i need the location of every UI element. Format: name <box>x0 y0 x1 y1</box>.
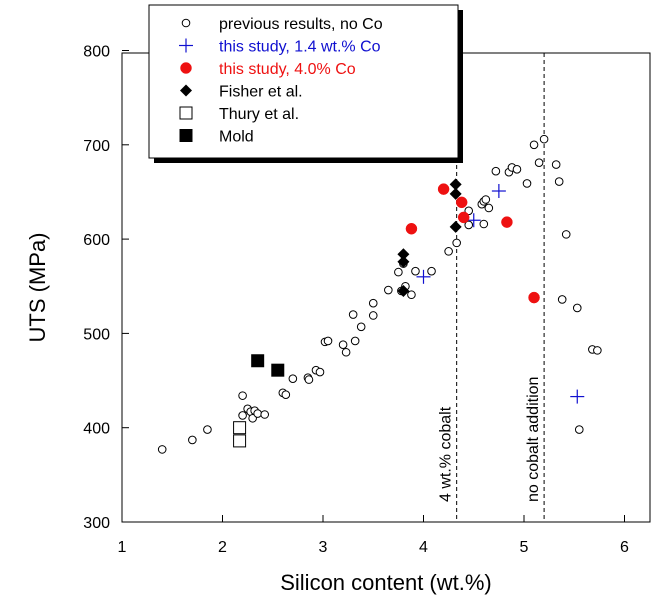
previous-result-point <box>368 298 378 308</box>
previous-result-point <box>323 336 333 346</box>
y-tick-label: 400 <box>83 421 110 438</box>
legend-marker <box>179 106 193 120</box>
previous-result-point <box>444 247 453 256</box>
previous-result-point <box>593 346 602 355</box>
cobalt-4-0-point <box>405 222 418 235</box>
legend-label: this study, 1.4 wt.% Co <box>219 39 381 56</box>
legend-label: Fisher et al. <box>219 84 303 101</box>
legend-label: previous results, no Co <box>219 16 383 33</box>
y-tick-label: 500 <box>83 326 110 343</box>
legend-marker <box>180 62 192 74</box>
y-tick-label: 600 <box>83 232 110 249</box>
fisher-point <box>397 255 410 268</box>
mold-point <box>251 354 265 368</box>
x-tick-label: 5 <box>520 539 529 556</box>
cobalt-1-4-point <box>466 213 481 228</box>
previous-result-point <box>411 266 420 276</box>
previous-result-point <box>464 220 474 230</box>
previous-result-point <box>481 195 491 204</box>
thury-point <box>233 434 247 448</box>
previous-result-point <box>554 177 564 186</box>
x-tick-label: 2 <box>218 539 227 556</box>
reference-line-label: no cobalt addition <box>525 377 542 502</box>
previous-result-point <box>157 445 167 454</box>
previous-result-point <box>394 267 403 277</box>
previous-result-point <box>368 311 378 320</box>
legend-label: Thury et al. <box>219 106 299 123</box>
previous-result-point <box>203 425 212 434</box>
fisher-point <box>397 284 410 297</box>
previous-result-point <box>539 134 549 144</box>
previous-result-point <box>188 435 197 445</box>
fisher-point <box>449 187 462 200</box>
previous-result-point <box>557 295 567 304</box>
previous-result-point <box>253 409 262 418</box>
data-points <box>157 134 602 454</box>
previous-result-point <box>522 179 532 188</box>
previous-result-point <box>304 375 314 384</box>
previous-result-point <box>356 322 366 332</box>
previous-result-point <box>574 425 584 434</box>
y-axis-title: UTS (MPa) <box>25 233 50 343</box>
cobalt-4-0-point <box>437 183 450 195</box>
previous-result-point <box>288 374 298 383</box>
previous-result-point <box>534 158 544 168</box>
legend: previous results, no Co this study, 1.4 w… <box>148 4 463 163</box>
y-tick-label: 700 <box>83 138 110 155</box>
x-tick-label: 1 <box>118 539 127 556</box>
previous-result-point <box>341 347 351 357</box>
reference-lines: 4 wt.% cobalt no cobalt addition <box>438 53 545 522</box>
cobalt-1-4-point <box>416 269 431 284</box>
x-tick-label: 4 <box>419 539 428 556</box>
legend-label: this study, 4.0% Co <box>219 61 356 78</box>
fisher-point <box>449 220 462 233</box>
previous-result-point <box>529 140 539 150</box>
previous-result-point <box>512 165 522 174</box>
cobalt-1-4-point <box>570 389 585 404</box>
cobalt-1-4-point <box>491 184 506 199</box>
previous-result-point <box>572 303 582 313</box>
legend-marker <box>181 18 191 28</box>
previous-result-point <box>561 230 571 239</box>
previous-result-point <box>479 219 489 229</box>
y-tick-label: 300 <box>83 515 110 532</box>
cobalt-4-0-point <box>501 216 513 228</box>
reference-line-label: 4 wt.% cobalt <box>438 406 455 502</box>
thury-point <box>233 421 247 435</box>
previous-result-point <box>315 367 325 377</box>
x-tick-label: 3 <box>319 539 328 556</box>
legend-marker <box>179 129 193 142</box>
x-axis-title: Silicon content (wt.%) <box>280 570 492 595</box>
previous-result-point <box>348 310 358 319</box>
previous-result-point <box>238 391 247 400</box>
fisher-point <box>397 248 410 261</box>
legend-marker <box>180 84 192 97</box>
previous-result-point <box>338 340 348 350</box>
fisher-point <box>449 178 462 191</box>
legend-marker <box>179 38 193 53</box>
previous-result-point <box>350 336 360 346</box>
previous-result-point <box>238 411 247 420</box>
previous-result-point <box>452 238 461 248</box>
previous-result-point <box>491 166 501 176</box>
legend-label: Mold <box>219 129 254 146</box>
previous-result-point <box>407 290 416 300</box>
cobalt-4-0-point <box>528 291 540 304</box>
previous-result-point <box>384 285 393 295</box>
cobalt-4-0-point <box>457 211 470 224</box>
cobalt-4-0-point <box>455 196 468 209</box>
x-tick-label: 6 <box>620 539 629 556</box>
previous-result-point <box>427 266 436 276</box>
y-axis-ticks: 300 400 500 600 700 800 <box>83 44 129 532</box>
legend-box <box>148 4 459 159</box>
mold-point <box>271 363 285 377</box>
previous-result-point <box>260 410 270 419</box>
previous-result-point <box>551 160 561 169</box>
x-axis-ticks: 1 2 3 4 5 6 <box>118 515 629 556</box>
previous-result-point <box>484 203 494 213</box>
previous-result-point <box>281 390 291 399</box>
y-tick-label: 800 <box>83 44 110 61</box>
